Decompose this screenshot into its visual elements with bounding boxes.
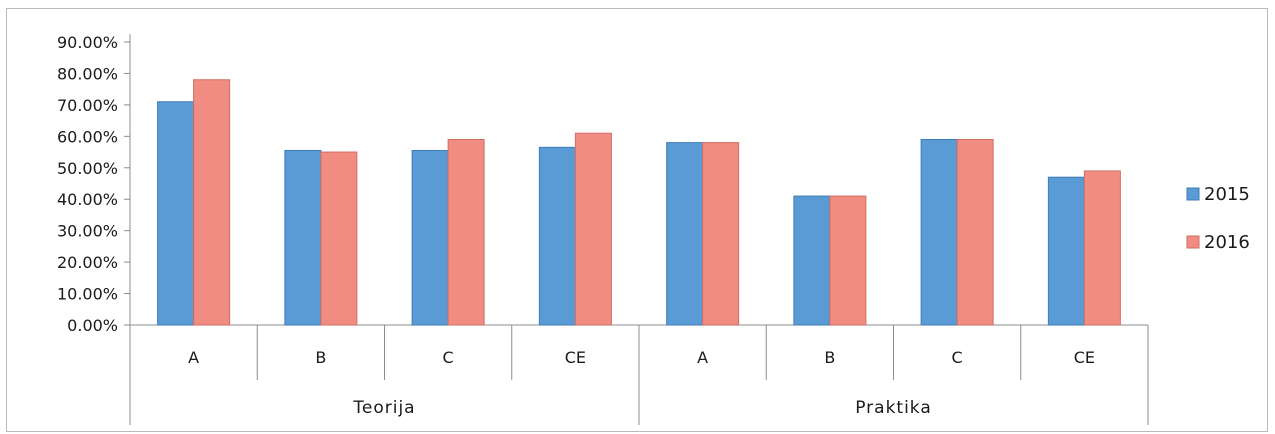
chart-labels: 0.00% 10.00% 20.00% 30.00% 40.00% 50.00% 60.00… <box>57 33 1095 418</box>
bar-2016-ce <box>574 132 612 326</box>
bar-2016-b <box>829 195 867 326</box>
bar-2015-ce <box>1047 176 1085 326</box>
bar-2015-b <box>284 149 322 326</box>
x-category-label: C <box>443 348 454 367</box>
legend-swatch-2016 <box>1186 235 1200 249</box>
y-tick-label: 70.00% <box>57 96 118 115</box>
x-group-label: Praktika <box>855 398 932 418</box>
legend-label-2015: 2015 <box>1204 184 1250 205</box>
bar-2015-b <box>793 195 831 326</box>
bar-2016-c <box>447 138 485 326</box>
y-tick-label: 90.00% <box>57 33 118 52</box>
bar-2016-ce <box>1083 170 1121 326</box>
bar-2015-c <box>920 138 958 326</box>
legend-label-2016: 2016 <box>1204 232 1250 253</box>
y-tick-label: 10.00% <box>57 285 118 304</box>
x-category-label: CE <box>1074 348 1095 367</box>
x-category-label: C <box>952 348 963 367</box>
y-tick-label: 80.00% <box>57 64 118 83</box>
y-tick-label: 50.00% <box>57 159 118 178</box>
bar-2016-a <box>702 142 740 326</box>
x-category-label: A <box>697 348 708 367</box>
bar-2015-a <box>666 142 704 326</box>
y-tick-label: 20.00% <box>57 253 118 272</box>
x-category-label: B <box>315 348 326 367</box>
chart-legend: 2015 2016 <box>1186 184 1250 253</box>
y-tick-label: 30.00% <box>57 222 118 241</box>
bar-2015-a <box>157 101 195 326</box>
chart-axes <box>124 34 1149 425</box>
bar-2016-c <box>956 138 994 326</box>
x-group-label: Teorija <box>352 398 415 418</box>
x-category-label: A <box>188 348 199 367</box>
bar-2016-a <box>193 79 231 326</box>
x-category-label: B <box>824 348 835 367</box>
x-category-label: CE <box>565 348 586 367</box>
y-tick-label: 60.00% <box>57 127 118 146</box>
legend-swatch-2015 <box>1186 187 1200 201</box>
y-tick-label: 40.00% <box>57 190 118 209</box>
bar-2015-ce <box>538 146 576 326</box>
y-tick-label: 0.00% <box>67 316 118 335</box>
bar-2015-c <box>411 149 449 326</box>
bar-2016-b <box>320 151 358 326</box>
chart-bars <box>157 79 1121 326</box>
